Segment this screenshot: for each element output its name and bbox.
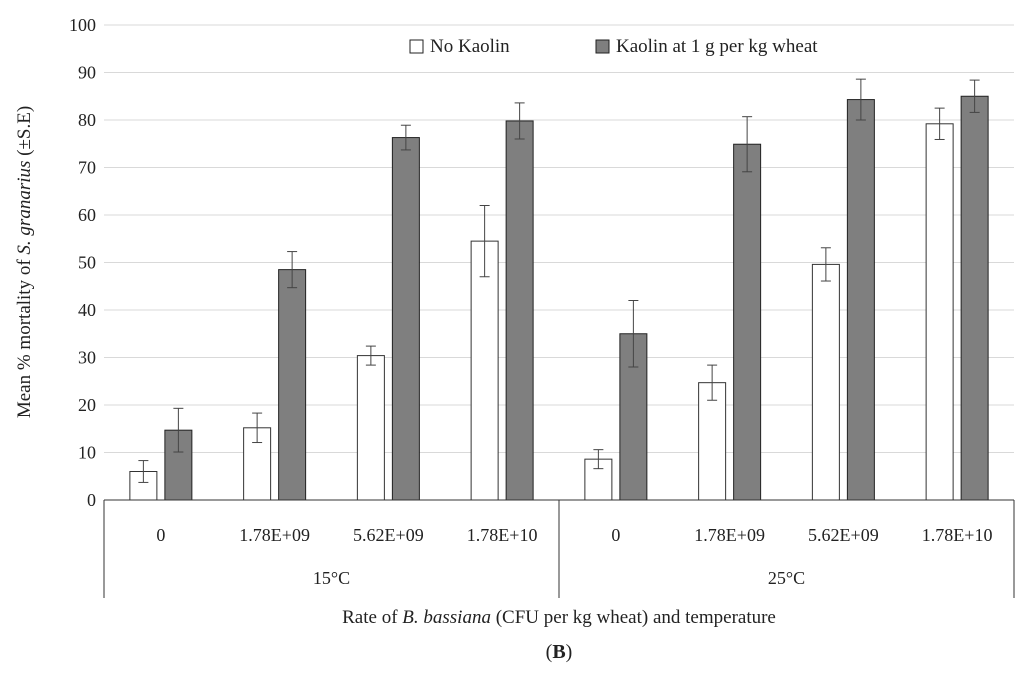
x-tick-label: 1.78E+10	[922, 525, 993, 545]
bar	[505, 120, 534, 501]
bar	[846, 99, 875, 501]
y-tick-label: 70	[78, 158, 96, 178]
group-label: 15°C	[313, 568, 350, 588]
legend-swatch	[409, 39, 424, 54]
bar	[925, 123, 954, 501]
y-axis-title: Mean % mortality of S. granarius (±S.E)	[14, 106, 35, 418]
y-tick-label: 80	[78, 110, 96, 130]
x-tick-label: 0	[611, 525, 620, 545]
x-tick-label: 1.78E+10	[467, 525, 538, 545]
y-tick-label: 0	[87, 490, 96, 510]
bar	[470, 240, 499, 501]
legend-label: No Kaolin	[430, 36, 510, 57]
panel-label: (B)	[546, 641, 573, 663]
bar	[356, 355, 385, 501]
legend-swatch	[595, 39, 610, 54]
x-tick-label: 5.62E+09	[353, 525, 424, 545]
x-axis-title: Rate of B. bassiana (CFU per kg wheat) a…	[342, 607, 776, 628]
x-axis-title-part: B. bassiana	[402, 607, 491, 628]
y-tick-label: 50	[78, 253, 96, 273]
bar	[698, 382, 727, 501]
x-axis-title-part: Rate of	[342, 607, 402, 628]
bar	[278, 269, 307, 501]
bar	[960, 95, 989, 501]
y-axis-title-part: S. granarius	[14, 161, 35, 255]
y-axis-title-part: Mean % mortality of	[14, 255, 35, 419]
y-tick-label: 90	[78, 63, 96, 83]
x-axis-title-part: (CFU per kg wheat) and temperature	[491, 607, 776, 628]
y-tick-label: 40	[78, 300, 96, 320]
bar	[391, 137, 420, 501]
y-tick-label: 60	[78, 205, 96, 225]
group-label: 25°C	[768, 568, 805, 588]
x-tick-label: 0	[156, 525, 165, 545]
panel-label-letter: B	[552, 641, 565, 663]
y-tick-label: 30	[78, 348, 96, 368]
bar	[811, 263, 840, 501]
x-tick-label: 5.62E+09	[808, 525, 879, 545]
x-tick-label: 1.78E+09	[694, 525, 765, 545]
panel-label-close: )	[566, 641, 573, 663]
y-tick-label: 100	[69, 15, 96, 35]
bar	[733, 143, 762, 501]
y-tick-label: 20	[78, 395, 96, 415]
y-tick-label: 10	[78, 443, 96, 463]
x-tick-label: 1.78E+09	[239, 525, 310, 545]
y-axis-title-part: (±S.E)	[14, 106, 35, 161]
legend-label: Kaolin at 1 g per kg wheat	[616, 36, 818, 57]
panel-label-open: (	[546, 641, 553, 663]
